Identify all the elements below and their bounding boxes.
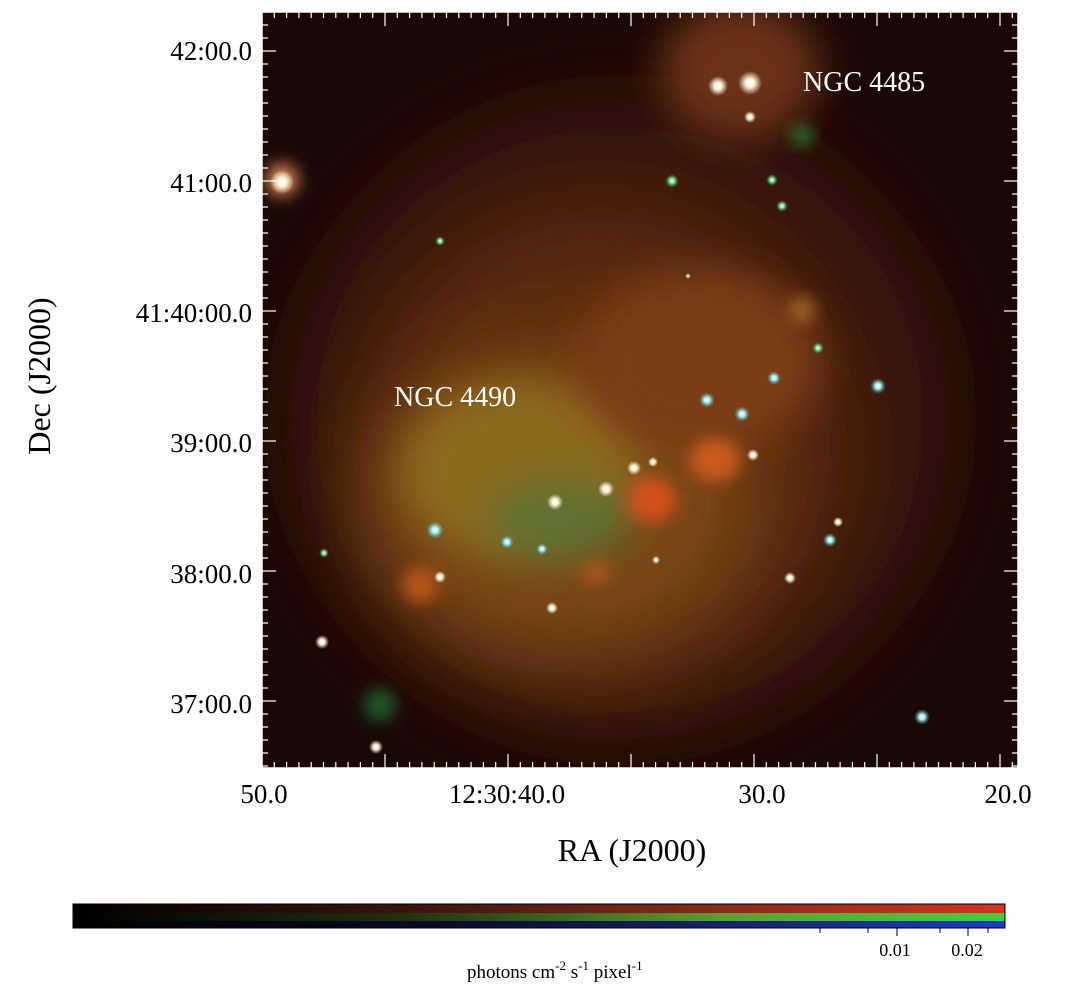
y-tick-label: 38:00.0 [170, 559, 252, 589]
colorbar-unit-label: photons cm-2 s-1 pixel-1 [467, 958, 643, 983]
xray-image: NGC 4485 NGC 4490 [262, 12, 1018, 768]
colorbar-blue-channel [73, 921, 1005, 928]
colorbar-tick-label: 0.02 [951, 940, 983, 960]
x-axis-title: RA (J2000) [558, 832, 706, 868]
colorbar: 0.01 0.02 photons cm-2 s-1 pixel-1 [72, 903, 1006, 983]
annotation-ngc4490: NGC 4490 [394, 382, 516, 413]
y-axis-tick-labels: 42:00.0 41:00.0 41:40:00.0 39:00.0 38:00… [136, 36, 252, 719]
x-tick-label: 12:30:40.0 [449, 779, 565, 809]
colorbar-tick-label: 0.01 [879, 940, 911, 960]
y-tick-label: 41:00.0 [170, 168, 252, 198]
y-axis-title: Dec (J2000) [21, 297, 57, 454]
x-tick-label: 20.0 [984, 779, 1031, 809]
y-tick-label: 42:00.0 [170, 36, 252, 66]
annotation-ngc4485: NGC 4485 [803, 67, 925, 98]
x-tick-label: 50.0 [240, 779, 287, 809]
y-tick-label: 39:00.0 [170, 428, 252, 458]
x-axis-tick-labels: 50.0 12:30:40.0 30.0 20.0 [240, 779, 1031, 809]
colorbar-green-channel [73, 913, 1005, 921]
y-tick-label: 37:00.0 [170, 689, 252, 719]
image-frame [261, 11, 1019, 769]
x-tick-label: 30.0 [738, 779, 785, 809]
colorbar-red-channel [73, 904, 1005, 913]
point-sources [270, 71, 930, 754]
y-tick-label: 41:40:00.0 [136, 298, 252, 328]
